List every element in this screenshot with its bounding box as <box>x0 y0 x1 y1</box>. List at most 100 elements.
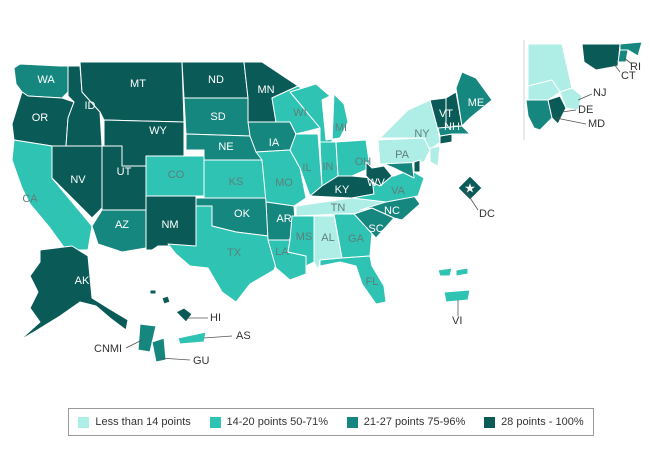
label-nd: ND <box>208 74 224 86</box>
label-nc: NC <box>384 205 400 217</box>
leader-lines <box>125 57 633 361</box>
label-mi: MI <box>335 122 347 134</box>
state-labels: WA OR CA ID NV MT WY UT AZ CO NM ND SD N… <box>22 61 641 367</box>
label-va: VA <box>391 185 406 197</box>
label-nm: NM <box>161 219 178 231</box>
label-de: DE <box>578 104 593 116</box>
label-ms: MS <box>296 231 313 243</box>
legend-item-14-20: 14-20 points 50-71% <box>209 416 329 428</box>
legend-label: 21-27 points 75-96% <box>363 416 466 428</box>
label-md: MD <box>588 118 605 130</box>
label-hi: HI <box>210 312 221 324</box>
dc-star-icon: ★ <box>464 182 476 197</box>
label-ky: KY <box>335 184 350 196</box>
state-tx[interactable] <box>167 205 281 303</box>
state-ny[interactable] <box>379 99 441 151</box>
label-mt: MT <box>130 78 146 90</box>
label-or: OR <box>32 112 49 124</box>
label-ia: IA <box>269 137 280 149</box>
state-nm[interactable] <box>145 195 197 251</box>
legend-item-lt14: Less than 14 points <box>78 416 191 428</box>
label-nh: NH <box>444 121 460 133</box>
state-ak[interactable] <box>19 245 129 341</box>
label-ri: RI <box>630 61 641 73</box>
territory-as[interactable] <box>177 331 207 345</box>
label-la: LA <box>275 246 289 258</box>
state-hi[interactable] <box>175 307 193 323</box>
state-ma-main[interactable] <box>437 125 471 137</box>
label-me: ME <box>468 97 485 109</box>
label-nj: NJ <box>593 87 606 99</box>
label-wy: WY <box>149 125 167 137</box>
inset-md[interactable] <box>525 99 553 131</box>
label-mo: MO <box>275 177 293 189</box>
label-sc: SC <box>368 223 383 235</box>
label-in: IN <box>323 161 334 173</box>
inset-ct[interactable] <box>581 43 621 71</box>
us-map: ★ WA OR CA ID NV MT WY UT AZ CO NM ND SD… <box>11 40 643 367</box>
label-mn: MN <box>257 84 274 96</box>
state-de-main[interactable] <box>413 159 421 173</box>
label-ct: CT <box>621 70 636 82</box>
label-pa: PA <box>395 149 410 161</box>
legend-swatch <box>484 416 496 428</box>
legend-label: 14-20 points 50-71% <box>226 416 329 428</box>
legend-label: Less than 14 points <box>95 416 191 428</box>
label-dc: DC <box>479 208 495 220</box>
label-sd: SD <box>210 111 225 123</box>
state-dc[interactable] <box>457 175 483 201</box>
label-al: AL <box>321 232 334 244</box>
state-fl[interactable] <box>319 255 387 305</box>
state-nv[interactable] <box>51 145 103 219</box>
inset-pa[interactable] <box>527 79 561 101</box>
legend-item-28: 28 points - 100% <box>484 416 584 428</box>
label-ak: AK <box>75 275 90 287</box>
label-ks: KS <box>229 176 244 188</box>
label-oh: OH <box>355 156 372 168</box>
label-il: IL <box>302 162 311 174</box>
label-gu: GU <box>193 355 210 367</box>
state-wa[interactable] <box>13 63 69 99</box>
legend-label: 28 points - 100% <box>501 416 584 428</box>
legend: Less than 14 points 14-20 points 50-71% … <box>68 408 594 436</box>
label-co: CO <box>168 169 185 181</box>
legend-swatch <box>78 416 90 428</box>
label-nv: NV <box>70 174 86 186</box>
legend-swatch <box>346 416 358 428</box>
label-az: AZ <box>115 219 129 231</box>
inset-ma[interactable] <box>619 41 643 57</box>
label-ne: NE <box>218 141 233 153</box>
label-tn: TN <box>331 202 346 214</box>
legend-item-21-27: 21-27 points 75-96% <box>346 416 466 428</box>
state-hi-2[interactable] <box>161 295 171 305</box>
state-oh[interactable] <box>335 139 371 177</box>
label-as: AS <box>236 330 251 342</box>
label-cnmi: CNMI <box>94 343 122 355</box>
inset-de[interactable] <box>547 95 567 125</box>
state-az[interactable] <box>91 209 147 253</box>
label-wv: WV <box>367 177 385 189</box>
label-wi: WI <box>293 107 306 119</box>
legend-swatch <box>209 416 221 428</box>
label-ar: AR <box>276 213 291 225</box>
label-ut: UT <box>117 166 132 178</box>
state-wv[interactable] <box>365 161 393 187</box>
state-ga[interactable] <box>333 213 373 259</box>
state-shapes <box>11 41 643 363</box>
label-id: ID <box>85 100 96 112</box>
territory-vi-2[interactable] <box>437 267 453 277</box>
label-ny: NY <box>414 128 430 140</box>
label-vi: VI <box>452 315 462 327</box>
label-ok: OK <box>234 208 251 220</box>
territory-vi[interactable] <box>443 289 471 303</box>
label-wa: WA <box>37 74 55 86</box>
state-nj-main[interactable] <box>429 145 441 167</box>
label-ga: GA <box>348 233 365 245</box>
label-ca: CA <box>22 193 38 205</box>
state-me[interactable] <box>455 71 493 127</box>
state-hi-3[interactable] <box>149 289 157 295</box>
label-fl: FL <box>366 276 379 288</box>
territory-gu[interactable] <box>151 337 167 363</box>
state-va[interactable] <box>351 169 425 203</box>
territory-vi-3[interactable] <box>455 267 469 277</box>
